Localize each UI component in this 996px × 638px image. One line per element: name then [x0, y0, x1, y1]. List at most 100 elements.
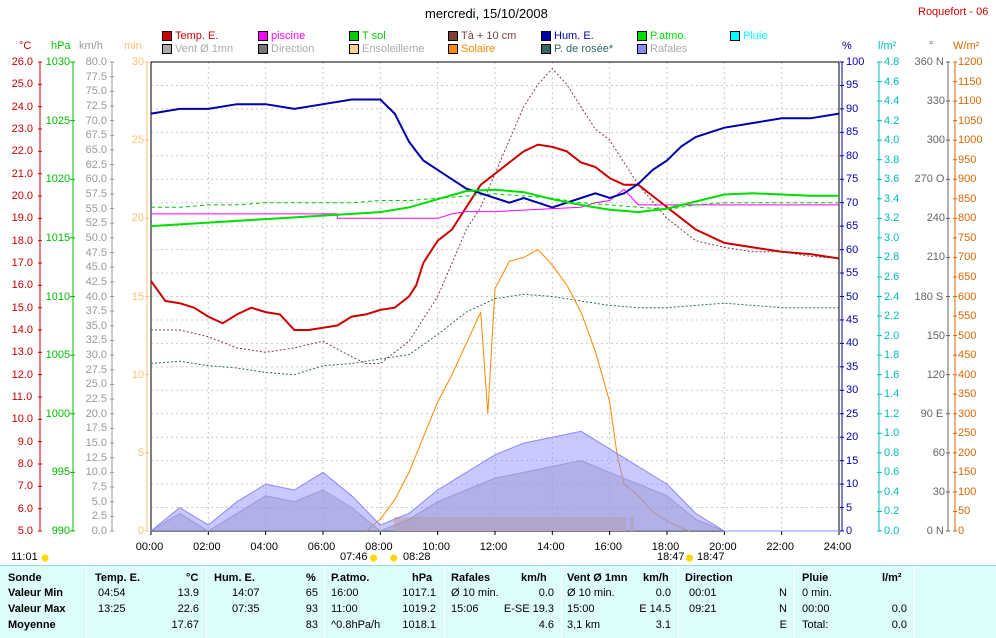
- stats-header-dir: Direction: [685, 572, 733, 584]
- press-tick-label: 1030: [45, 56, 71, 68]
- dir-tick-label: 270 O: [914, 173, 945, 186]
- series-area: [151, 460, 839, 531]
- sunrise-ensol-time: 08:28: [403, 551, 431, 563]
- stats-header-wind-unit: km/h: [643, 572, 669, 584]
- solar-tick-label: 400: [958, 368, 977, 381]
- stats-cell: 1017.1: [402, 587, 436, 599]
- temp-tick-label: 17.0: [11, 257, 34, 269]
- solar-tick-label: 300: [958, 407, 977, 420]
- wind-tick-label: 50.0: [85, 231, 108, 244]
- solar-tick-label: 1150: [958, 75, 982, 88]
- dir-unit: °: [929, 40, 934, 52]
- hum-tick-label: 30: [846, 384, 859, 397]
- series-line: [151, 188, 839, 219]
- stats-cell: 0.0: [891, 619, 907, 631]
- stats-cell: 13.9: [177, 587, 199, 599]
- x-tick-label: 18:00: [651, 541, 680, 553]
- hum-tick-label: 80: [846, 149, 859, 162]
- rain-tick-label: 0.8: [884, 446, 900, 459]
- solar-tick-label: 1200: [958, 56, 983, 68]
- sun-event-marker: [685, 554, 693, 562]
- press-unit: hPa: [51, 40, 71, 52]
- hum-tick-label: 60: [846, 243, 859, 256]
- legend-item: Solaire: [448, 43, 495, 55]
- x-tick-label: 20:00: [709, 541, 737, 553]
- sun-tick-label: 15: [131, 290, 145, 303]
- stats-cell: N: [779, 587, 787, 599]
- stats-cell: Ø 10 min.: [567, 587, 615, 599]
- series-line: [151, 193, 839, 210]
- legend-label: Direction: [271, 43, 315, 55]
- legend-label: Pluie: [743, 30, 768, 42]
- sunset-ensol-time: 18:47: [697, 551, 725, 563]
- legend-swatch: [162, 44, 172, 54]
- wind-tick-label: 32.5: [85, 334, 108, 347]
- sun-tick-label: 10: [131, 368, 145, 381]
- stats-header-hum: Hum. E.: [214, 572, 255, 584]
- wind-tick-label: 52.5: [85, 217, 108, 230]
- rain-tick-label: 3.8: [884, 153, 900, 166]
- legend-item: Ensoleilleme: [349, 43, 424, 55]
- legend-label: T sol: [362, 30, 386, 42]
- series-line: [150, 188, 839, 228]
- stats-cell: 16:00: [331, 587, 359, 599]
- rain-tick-label: 1.2: [884, 407, 900, 420]
- wind-tick-label: 15.0: [85, 437, 108, 450]
- x-tick-label: 16:00: [594, 541, 622, 553]
- temp-tick-label: 18.0: [11, 234, 34, 247]
- hum-tick-label: 35: [846, 360, 859, 373]
- rain-tick-label: 3.0: [884, 231, 900, 244]
- wind-tick-label: 12.5: [85, 451, 108, 464]
- temp-tick-label: 24.0: [11, 100, 34, 113]
- solar-tick-label: 650: [958, 270, 977, 283]
- legend-swatch: [258, 44, 268, 54]
- rain-tick-label: 4.4: [884, 95, 900, 108]
- series-line: [150, 293, 839, 376]
- rain-tick-label: 4.0: [884, 134, 900, 147]
- wind-tick-label: 10.0: [85, 466, 108, 479]
- stats-cell: 04:54: [98, 587, 126, 599]
- stats-cell: E: [779, 619, 787, 631]
- rain-tick-label: 2.6: [884, 270, 900, 283]
- rain-tick-label: 0.2: [884, 505, 900, 518]
- legend-item: Pluie: [730, 30, 767, 42]
- solar-tick-label: 250: [958, 427, 977, 440]
- solar-unit: W/m²: [953, 40, 980, 52]
- legend-label: Solaire: [461, 43, 496, 55]
- wind-tick-label: 77.5: [85, 70, 108, 83]
- solar-tick-label: 550: [958, 310, 977, 323]
- temp-unit: °C: [19, 40, 32, 52]
- wind-unit: km/h: [79, 40, 103, 52]
- press-tick-label: 995: [51, 466, 71, 479]
- dir-tick-label: 0 N: [926, 525, 944, 537]
- stats-cell: 0 min.: [802, 587, 832, 599]
- legend-swatch: [541, 31, 551, 41]
- hum-tick-label: 5: [846, 501, 853, 514]
- solar-tick-label: 950: [958, 153, 977, 166]
- legend-item: P. de rosée*: [541, 43, 613, 55]
- stats-header-press-unit: hPa: [412, 572, 433, 584]
- wind-tick-label: 17.5: [85, 422, 108, 435]
- stats-cell: 0.0: [655, 587, 671, 599]
- rain-tick-label: 1.4: [884, 388, 900, 401]
- dir-tick-label: 120: [926, 368, 946, 381]
- temp-tick-label: 25.0: [11, 78, 34, 91]
- wind-tick-label: 60.0: [85, 173, 108, 186]
- rain-tick-label: 2.4: [884, 290, 900, 303]
- temp-tick-label: 14.0: [11, 324, 34, 336]
- stats-header-gust-unit: km/h: [521, 572, 547, 584]
- rain-tick-label: 1.8: [884, 349, 900, 362]
- stats-header-rain-unit: l/m²: [882, 572, 902, 584]
- hum-tick-label: 40: [846, 337, 859, 350]
- legend-swatch: [349, 31, 359, 41]
- solar-tick-label: 900: [958, 173, 977, 186]
- solar-tick-label: 1000: [958, 134, 983, 147]
- page-title: mercredi, 15/10/2008: [425, 6, 548, 21]
- sun-tick-label: 20: [131, 212, 145, 225]
- wind-tick-label: 45.0: [85, 261, 108, 274]
- legend-item: P.atmo.: [637, 30, 687, 42]
- wind-tick-label: 40.0: [85, 290, 108, 303]
- hum-tick-label: 70: [846, 196, 859, 209]
- solar-tick-label: 50: [958, 505, 971, 518]
- legend-item: Hum. E.: [541, 30, 594, 42]
